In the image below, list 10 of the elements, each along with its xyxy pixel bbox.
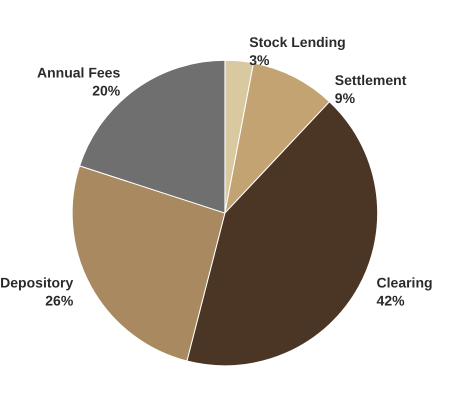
data-label: 26% [45, 292, 74, 308]
data-label: 9% [334, 90, 356, 106]
data-label: 20% [92, 82, 121, 98]
slice-label: Annual Fees [36, 64, 120, 80]
slice-label: Settlement [334, 72, 407, 88]
data-label: 3% [249, 52, 270, 68]
data-label: 42% [376, 292, 406, 308]
slice-label: Depository [0, 274, 74, 290]
slice-label: Clearing [376, 274, 433, 290]
slice-label: Stock Lending [249, 34, 346, 50]
